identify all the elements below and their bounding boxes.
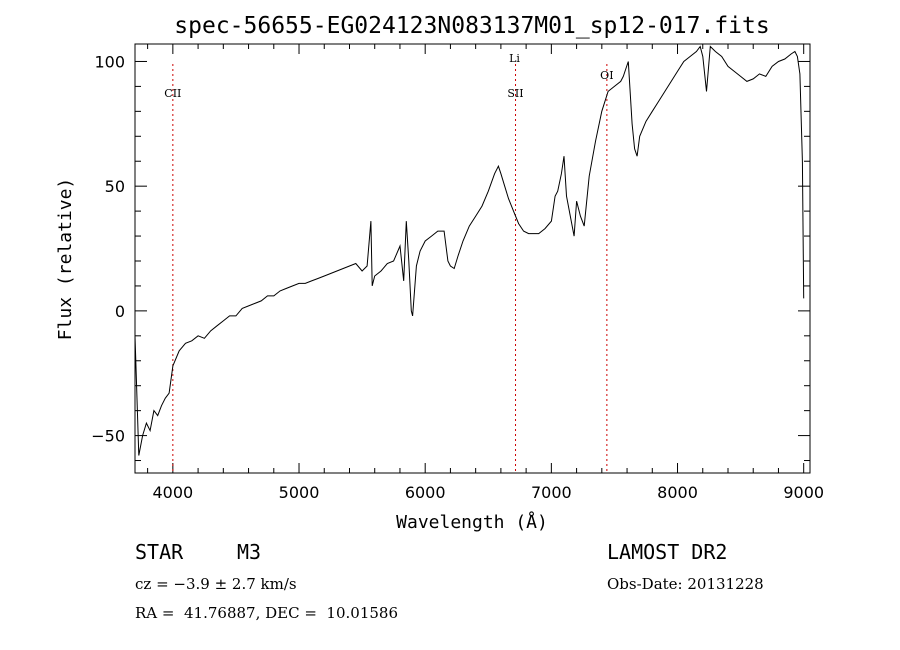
- line-annotations: CII SII Li OI: [164, 52, 614, 473]
- y-axis-label: Flux (relative): [55, 178, 76, 341]
- annotation-label: Li: [509, 52, 520, 65]
- spectrum-line: [134, 45, 805, 456]
- x-tick-label: 9000: [783, 483, 824, 502]
- x-tick-label: 6000: [405, 483, 446, 502]
- plot-frame: [134, 43, 811, 474]
- x-tick-label: 4000: [152, 483, 193, 502]
- y-tick-label: −50: [91, 427, 125, 446]
- annotation-label: OI: [600, 69, 613, 82]
- obs-date: Obs-Date: 20131228: [607, 575, 764, 593]
- x-axis-label: Wavelength (Å): [396, 511, 548, 533]
- annotation-label: CII: [164, 87, 181, 100]
- y-tick-label: 100: [94, 52, 125, 71]
- axis-ticks: 4000 5000 6000 7000 8000 9000 −50 0 50 100: [91, 44, 824, 502]
- y-tick-label: 50: [105, 177, 125, 196]
- x-tick-label: 7000: [531, 483, 572, 502]
- survey-name: LAMOST DR2: [607, 540, 728, 564]
- annotation-label: SII: [507, 87, 523, 100]
- star-subclass: M3: [237, 540, 262, 564]
- ra-dec: RA = 41.76887, DEC = 10.01586: [135, 604, 399, 622]
- star-class: STAR: [135, 540, 184, 564]
- chart-title: spec-56655-EG024123N083137M01_sp12-017.f…: [174, 13, 769, 39]
- cz-value: cz = −3.9 ± 2.7 km/s: [135, 575, 297, 593]
- y-tick-label: 0: [115, 302, 125, 321]
- x-tick-label: 8000: [657, 483, 698, 502]
- x-tick-label: 5000: [279, 483, 320, 502]
